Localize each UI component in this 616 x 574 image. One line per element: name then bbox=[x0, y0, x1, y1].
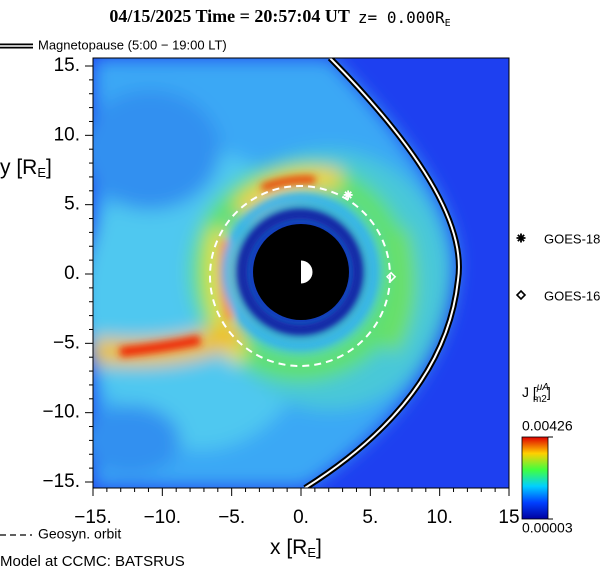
x-tick-label: −15. bbox=[74, 507, 112, 528]
x-axis-label: x [RE] bbox=[270, 536, 322, 561]
y-tick-label: 0. bbox=[64, 263, 80, 284]
x-label-sub: E bbox=[307, 545, 316, 560]
y-tick-label: −15. bbox=[42, 471, 80, 492]
colorbar-label: J [μA m2] bbox=[522, 382, 551, 405]
satellite-legend-label: GOES-18 bbox=[544, 231, 600, 246]
magnetopause-inner bbox=[304, 58, 460, 488]
y-axis-label: y [RE] bbox=[0, 156, 52, 181]
satellite-legend-label: GOES-16 bbox=[544, 288, 600, 303]
cbar-label-end: ] bbox=[547, 384, 551, 400]
y-tick-label: 15. bbox=[54, 55, 80, 76]
colorbar-tick-label: 0.00426 bbox=[522, 418, 573, 434]
title-z-sub: E bbox=[445, 18, 451, 29]
y-tick-label: −5. bbox=[53, 332, 80, 353]
satellite-diamond bbox=[386, 271, 397, 282]
x-tick-label: 5. bbox=[362, 507, 378, 528]
y-tick-label: 10. bbox=[54, 124, 80, 145]
field-map bbox=[93, 58, 509, 488]
x-label-end: ] bbox=[316, 536, 322, 559]
geosync-orbit bbox=[209, 185, 391, 367]
x-tick-label: −10. bbox=[144, 507, 182, 528]
satellite-star bbox=[343, 190, 353, 200]
x-tick-label: 10. bbox=[426, 507, 452, 528]
title-main: 04/15/2025 Time = 20:57:04 UT bbox=[109, 6, 350, 26]
field-detail bbox=[119, 176, 378, 357]
y-label-sub: E bbox=[37, 165, 46, 180]
satellite-diamond bbox=[515, 289, 527, 301]
colorbar bbox=[521, 436, 549, 520]
y-label: y [R bbox=[0, 156, 37, 179]
cbar-label: J [ bbox=[522, 384, 537, 400]
title: 04/15/2025 Time = 20:57:04 UT z= 0.000RE bbox=[109, 6, 450, 29]
y-label-end: ] bbox=[46, 156, 52, 179]
orbit-label: Geosyn. orbit bbox=[38, 526, 121, 542]
y-tick-label: −10. bbox=[42, 402, 80, 423]
x-tick-label: 0. bbox=[293, 507, 309, 528]
title-z: z= 0.000R bbox=[358, 8, 445, 27]
cbar-unit-num: μA bbox=[536, 382, 549, 393]
x-tick-label: −5. bbox=[218, 507, 245, 528]
y-tick-label: 5. bbox=[64, 194, 80, 215]
colorbar-tick-label: 0.00003 bbox=[522, 520, 573, 536]
satellite-star bbox=[516, 233, 526, 243]
footer: Model at CCMC: BATSRUS bbox=[0, 553, 185, 570]
x-label: x [R bbox=[270, 536, 307, 559]
earth-nightside bbox=[289, 260, 301, 284]
x-tick-label: 15 bbox=[498, 507, 519, 528]
cbar-unit-den: m2 bbox=[533, 394, 547, 405]
magnetopause-label: Magnetopause (5:00 − 19:00 LT) bbox=[38, 37, 227, 52]
